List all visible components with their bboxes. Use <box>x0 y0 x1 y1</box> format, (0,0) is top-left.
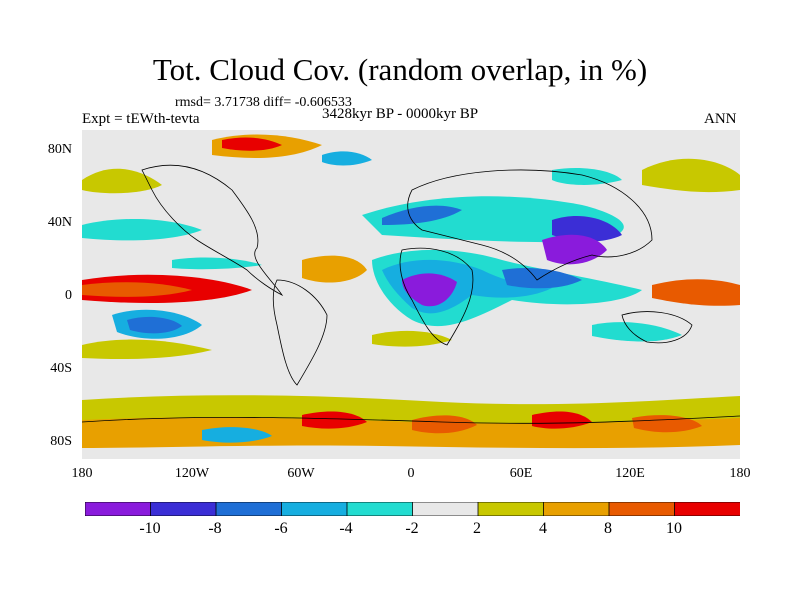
colorbar-label: -4 <box>339 520 353 537</box>
colorbar-swatch <box>477 502 545 516</box>
experiment-label: Expt = tEWth-tevta <box>82 111 200 127</box>
season-label: ANN <box>704 111 737 127</box>
colorbar-swatch <box>215 502 283 516</box>
lon-label-180w: 180 <box>71 466 93 481</box>
lat-label-0: 0 <box>65 288 72 303</box>
lon-label-120w: 120W <box>174 466 210 481</box>
stats-text: rmsd= 3.71738 diff= -0.606533 <box>175 95 352 110</box>
colorbar-swatch <box>412 502 479 516</box>
colorbar-swatch <box>674 502 740 516</box>
colorbar <box>85 502 740 516</box>
lat-label-80s: 80S <box>50 434 72 449</box>
period-label: 3428kyr BP - 0000kyr BP <box>322 106 479 122</box>
colorbar-swatch <box>85 502 152 516</box>
colorbar-swatch <box>150 502 217 516</box>
colorbar-label: -6 <box>274 520 288 537</box>
lon-label-120e: 120E <box>615 466 645 481</box>
colorbar-label: 10 <box>666 520 682 537</box>
lat-label-80n: 80N <box>47 142 72 157</box>
lon-label-180e: 180 <box>729 466 751 481</box>
plot-title: Tot. Cloud Cov. (random overlap, in %) <box>152 52 648 87</box>
colorbar-label: 8 <box>604 520 612 537</box>
map-panel <box>82 130 740 459</box>
colorbar-swatch <box>543 502 610 516</box>
lat-label-40n: 40N <box>47 215 72 230</box>
colorbar-label: -8 <box>208 520 222 537</box>
lon-label-0: 0 <box>407 466 415 481</box>
colorbar-label: -10 <box>139 520 161 537</box>
colorbar-label: 4 <box>539 520 547 537</box>
lat-label-40s: 40S <box>50 361 72 376</box>
colorbar-swatch <box>281 502 348 516</box>
colorbar-label: -2 <box>405 520 419 537</box>
colorbar-label: 2 <box>473 520 481 537</box>
colorbar-swatches <box>85 502 740 516</box>
lon-label-60w: 60W <box>287 466 315 481</box>
lon-label-60e: 60E <box>509 466 533 481</box>
colorbar-swatch <box>346 502 414 516</box>
anomaly-map <box>82 130 740 459</box>
colorbar-swatch <box>608 502 676 516</box>
